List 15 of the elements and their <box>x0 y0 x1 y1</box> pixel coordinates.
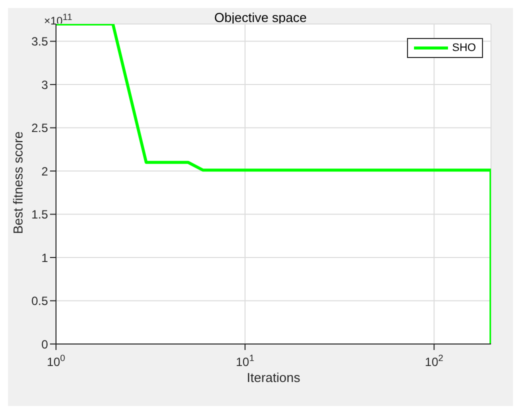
chart-title: Objective space <box>214 10 307 25</box>
y-tick-label: 0.5 <box>31 294 48 308</box>
y-tick-label: 3.5 <box>31 34 48 49</box>
x-tick-label: 10$^{2}$ <box>424 353 444 369</box>
y-tick-label: 1 <box>41 250 48 265</box>
y-axis-title: Best fitness score <box>10 131 26 234</box>
y-tick-label: 2 <box>41 164 48 178</box>
legend-label: SHO <box>452 42 476 54</box>
y-tick-label: 2.5 <box>31 121 48 136</box>
x-tick-label: 10$^{0}$ <box>46 353 66 369</box>
y-tick-label: 1.5 <box>31 208 48 222</box>
x-axis-title: Iterations <box>246 370 301 385</box>
x-tick-label: 10$^{1}$ <box>236 353 254 369</box>
y-tick-label: 3 <box>41 78 48 92</box>
y-tick-label: 0 <box>41 337 48 352</box>
